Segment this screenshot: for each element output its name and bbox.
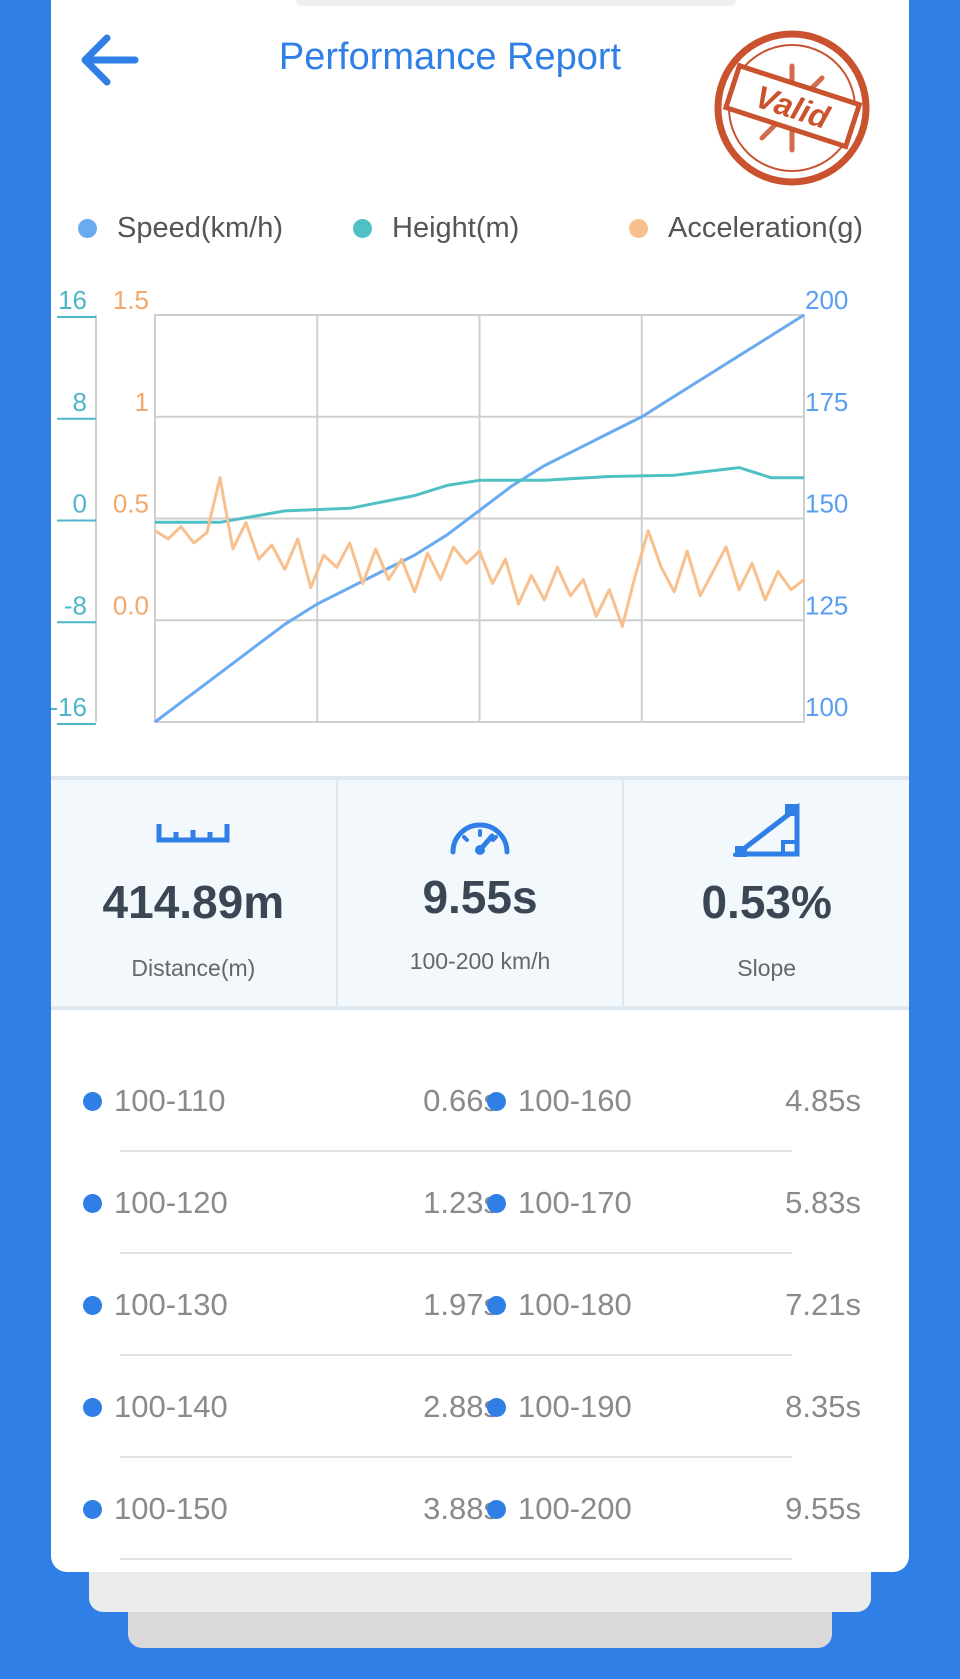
bullet-dot (487, 1295, 506, 1315)
split-left: 100-130 (83, 1254, 228, 1356)
acceleration-tick-label: 1.5 (113, 285, 149, 315)
speed-tick-label: 200 (805, 285, 848, 315)
split-right-time: 4.85s (785, 1083, 861, 1118)
legend-acceleration-dot (629, 219, 648, 238)
stats-panel: 414.89m Distance(m) 9.55s 100-200 km/h 0… (51, 776, 909, 1010)
split-right: 100-180 (487, 1254, 632, 1356)
chart-axes: 16 8 0 -8 -16 1.5 1 0.5 0.0 200 175 150 125 100 (51, 285, 848, 725)
split-right-time: 7.21s (785, 1287, 861, 1322)
split-left-time: 2.88s (423, 1389, 499, 1424)
bullet-dot (487, 1091, 506, 1111)
split-left-time: 1.23s (423, 1185, 499, 1220)
split-left-time: 1.97s (423, 1287, 499, 1322)
split-left-range: 100-120 (114, 1185, 228, 1220)
legend-acceleration-label: Acceleration(g) (668, 212, 864, 244)
stat-slope-label: Slope (737, 955, 797, 981)
bullet-dot (83, 1397, 102, 1417)
series-line-speed (154, 313, 805, 724)
stat-slope-value: 0.53% (701, 876, 832, 928)
row-divider (120, 1354, 792, 1356)
bullet-dot (487, 1499, 506, 1519)
split-row: 100-120 1.23s 100-170 5.83s (51, 1152, 909, 1254)
stat-slope: 0.53% Slope (622, 780, 909, 1006)
stat-distance-label: Distance(m) (131, 955, 256, 981)
drag-handle (296, 0, 736, 6)
stat-distance: 414.89m Distance(m) (51, 780, 336, 1006)
stat-time: 9.55s 100-200 km/h (335, 780, 623, 1006)
performance-chart: 16 8 0 -8 -16 1.5 1 0.5 0.0 200 175 150 125 100 (51, 285, 848, 725)
legend-height: Height(m) (353, 212, 519, 245)
acceleration-tick-label: 0.0 (113, 590, 149, 620)
split-left: 100-110 (83, 1050, 225, 1152)
split-right-range: 100-200 (518, 1491, 632, 1526)
acceleration-tick-label: 0.5 (113, 489, 149, 519)
speedometer-icon (450, 822, 510, 855)
split-row: 100-150 3.88s 100-200 9.55s (51, 1458, 909, 1560)
split-left-time: 3.88s (423, 1491, 499, 1526)
chart-grid (154, 314, 805, 723)
row-divider (120, 1252, 792, 1254)
split-right: 100-160 (487, 1050, 632, 1152)
split-left-range: 100-150 (114, 1491, 228, 1526)
bullet-dot (487, 1397, 506, 1417)
legend-speed-label: Speed(km/h) (117, 212, 284, 244)
slope-icon (732, 802, 800, 857)
legend-speed-dot (78, 219, 97, 238)
legend-height-dot (353, 219, 372, 238)
height-tick-label: -16 (51, 692, 87, 722)
split-right-range: 100-170 (518, 1185, 632, 1220)
bullet-dot (83, 1091, 102, 1111)
split-left-range: 100-110 (114, 1083, 226, 1118)
back-button[interactable] (75, 30, 145, 90)
page-title: Performance Report (278, 36, 622, 78)
split-right-time: 9.55s (785, 1491, 861, 1526)
series-line-height (155, 466, 804, 524)
split-row: 100-130 1.97s 100-180 7.21s (51, 1254, 909, 1356)
split-row: 100-110 0.66s 100-160 4.85s (51, 1050, 909, 1152)
row-divider (120, 1558, 792, 1560)
split-left-range: 100-130 (114, 1287, 228, 1322)
series-line-accel (154, 476, 805, 628)
legend-acceleration: Acceleration(g) (629, 212, 863, 245)
split-right: 100-200 (487, 1458, 632, 1560)
arrow-left-icon (81, 34, 139, 86)
row-divider (120, 1150, 792, 1152)
speed-tick-label: 150 (805, 489, 848, 519)
split-row: 100-140 2.88s 100-190 8.35s (51, 1356, 909, 1458)
split-right-time: 5.83s (785, 1185, 861, 1220)
valid-stamp: Valid (711, 28, 873, 188)
split-left: 100-150 (83, 1458, 228, 1560)
split-right-time: 8.35s (785, 1389, 861, 1424)
split-left: 100-120 (83, 1152, 228, 1254)
speed-tick-label: 125 (805, 590, 848, 620)
acceleration-tick-label: 1 (135, 387, 149, 417)
height-tick-label: 0 (73, 489, 87, 519)
split-left: 100-140 (83, 1356, 228, 1458)
bullet-dot (487, 1193, 506, 1213)
speed-tick-label: 100 (805, 692, 848, 722)
split-right: 100-190 (487, 1356, 632, 1458)
stat-time-label: 100-200 km/h (409, 948, 551, 974)
stat-distance-value: 414.89m (102, 876, 285, 928)
bullet-dot (83, 1193, 102, 1213)
split-right-range: 100-180 (518, 1287, 632, 1322)
legend-speed: Speed(km/h) (78, 212, 283, 245)
height-tick-label: 16 (58, 285, 87, 315)
ruler-icon (156, 824, 230, 843)
row-divider (120, 1456, 792, 1458)
chart-series (154, 313, 805, 724)
split-left-range: 100-140 (114, 1389, 228, 1424)
bullet-dot (83, 1295, 102, 1315)
stat-time-value: 9.55s (422, 871, 538, 923)
height-tick-label: 8 (73, 387, 87, 417)
speed-tick-label: 175 (805, 387, 848, 417)
bullet-dot (83, 1499, 102, 1519)
report-card: Performance Report Valid Speed(km/h) Hei… (51, 0, 909, 1572)
legend-height-label: Height(m) (392, 212, 520, 244)
split-right-range: 100-160 (518, 1083, 632, 1118)
split-left-time: 0.66s (423, 1083, 499, 1118)
split-right: 100-170 (487, 1152, 632, 1254)
split-right-range: 100-190 (518, 1389, 632, 1424)
height-tick-label: -8 (64, 590, 87, 620)
